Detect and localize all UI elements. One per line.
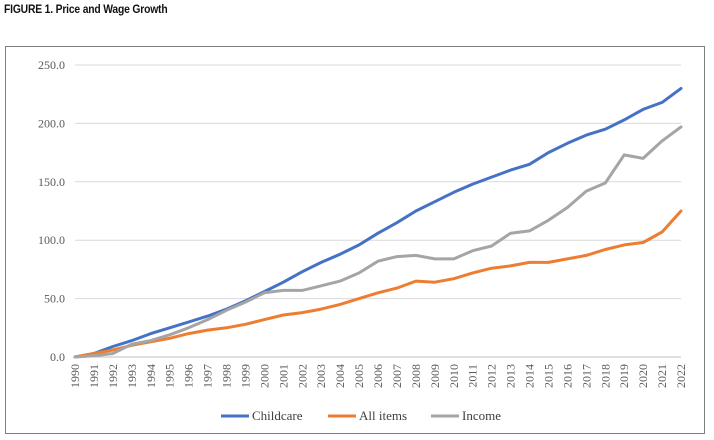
y-tick-label: 200.0 [38,116,65,130]
x-tick-label: 2006 [371,364,385,388]
x-tick-label: 2018 [598,364,612,388]
x-tick-label: 1991 [87,364,101,388]
x-tick-label: 2022 [674,364,688,388]
x-tick-label: 2010 [447,364,461,388]
x-tick-label: 2013 [504,364,518,388]
figure-title: FIGURE 1. Price and Wage Growth [4,2,168,16]
y-tick-label: 100.0 [38,233,65,247]
x-tick-label: 2002 [295,364,309,388]
legend: Childcare All items Income [221,408,501,423]
series-line-income [73,125,683,359]
x-tick-label: 2008 [409,364,423,388]
legend-label: Childcare [252,408,303,423]
y-tick-label: 250.0 [38,58,65,72]
y-tick-label: 150.0 [38,175,65,189]
y-tick-label: 50.0 [44,292,65,306]
x-tick-label: 2001 [276,364,290,388]
x-tick-label: 2016 [560,364,574,388]
x-axis-tick-labels: 1990 1991 1992 1993 1994 1995 1996 1997 1998 1999… [68,364,688,388]
x-tick-label: 2021 [655,364,669,388]
legend-label: All items [359,408,407,423]
x-tick-label: 2004 [333,364,347,388]
x-tick-label: 2019 [617,364,631,388]
x-tick-label: 2011 [466,364,480,388]
x-tick-label: 1999 [238,364,252,388]
x-tick-label: 2014 [523,364,537,388]
x-tick-label: 2015 [541,364,555,388]
series-line-all-items [73,209,683,359]
legend-label: Income [462,408,501,423]
x-tick-label: 2005 [352,364,366,388]
x-tick-label: 1993 [125,364,139,388]
x-tick-label: 1995 [163,364,177,388]
x-tick-label: 1992 [106,364,120,388]
x-tick-label: 2007 [390,364,404,388]
x-tick-label: 1990 [68,364,82,388]
x-tick-label: 1996 [182,364,196,388]
gridlines [75,64,681,358]
series-line-childcare [73,86,683,359]
x-tick-label: 2003 [314,364,328,388]
series-lines [73,86,683,359]
x-tick-label: 1994 [144,364,158,388]
x-tick-label: 1998 [220,364,234,388]
x-tick-label: 2017 [579,364,593,388]
x-tick-label: 2012 [485,364,499,388]
y-axis-tick-labels: 0.0 50.0 100.0 150.0 200.0 250.0 [38,58,65,364]
x-tick-label: 2000 [257,364,271,388]
y-tick-label: 0.0 [50,350,65,364]
x-tick-label: 1997 [201,364,215,388]
x-tick-label: 2020 [636,364,650,388]
x-tick-label: 2009 [428,364,442,388]
